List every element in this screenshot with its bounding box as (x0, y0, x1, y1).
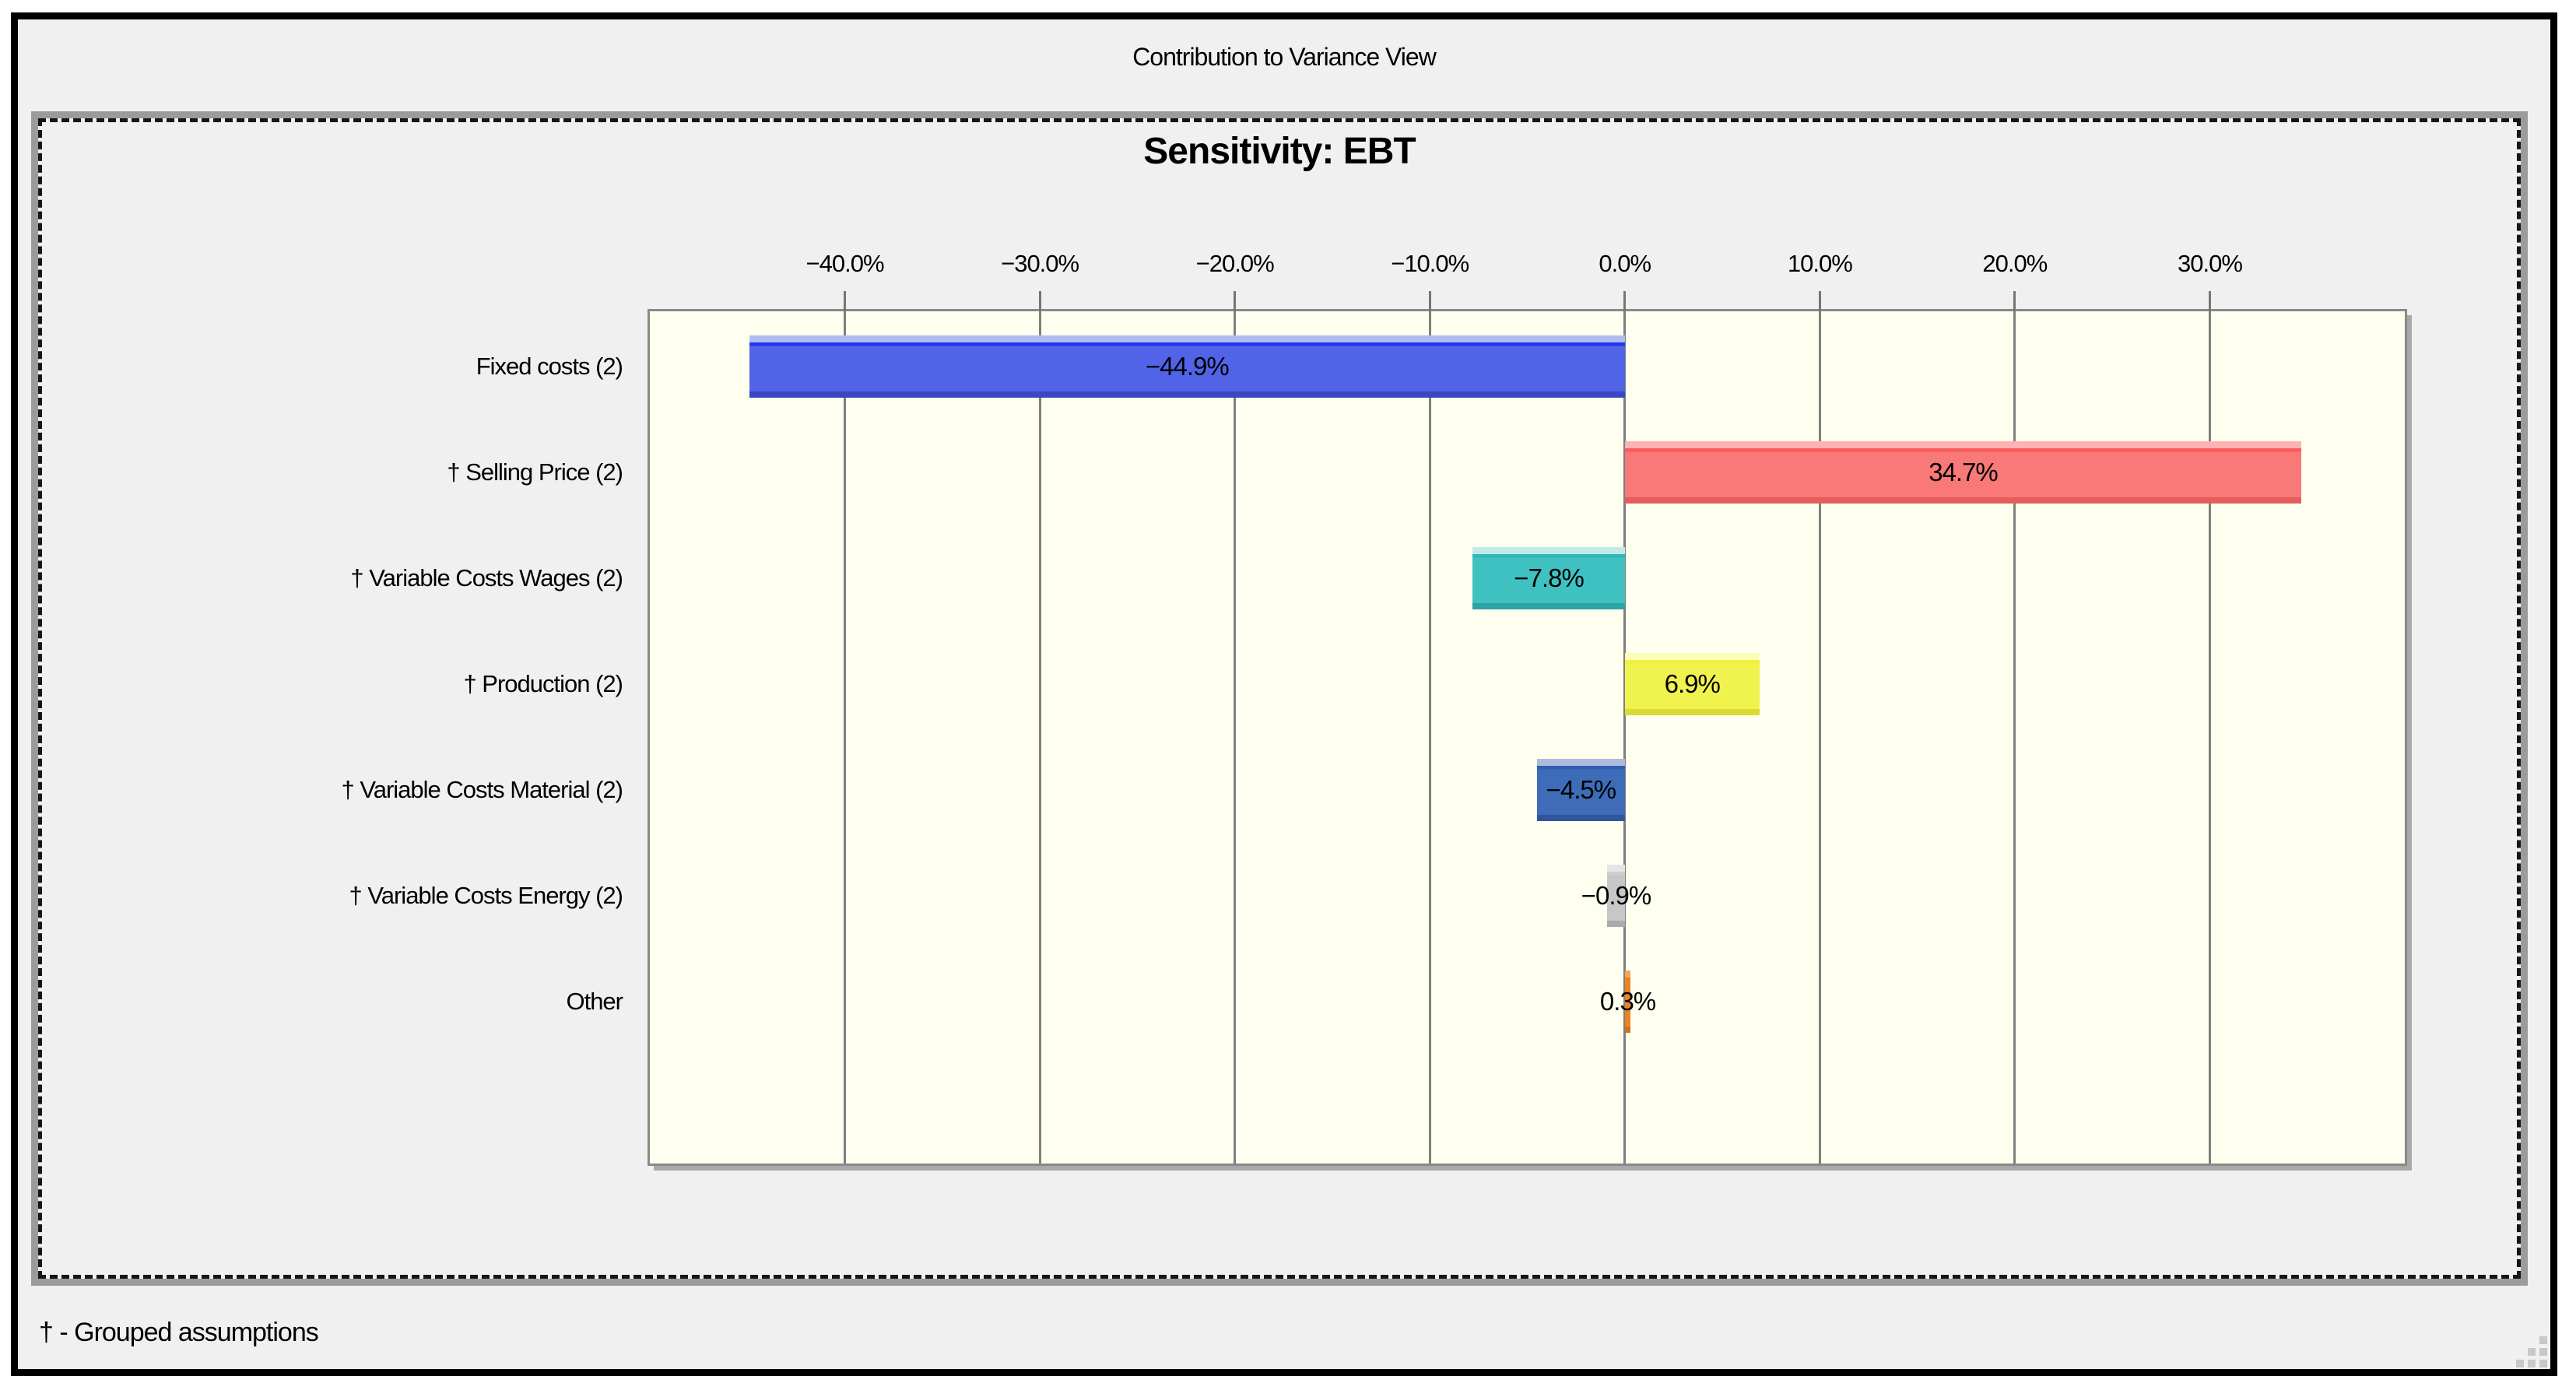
chart-panel-dotted-border (38, 118, 2521, 1279)
chart-canvas: Contribution to Variance View Sensitivit… (18, 19, 2550, 1369)
bar-value-label: −0.9% (1581, 881, 1651, 910)
gridline (1038, 311, 1041, 1164)
x-axis-tick-label: −10.0% (1391, 250, 1469, 277)
grip-dot (2539, 1360, 2547, 1367)
variance-bar[interactable] (1624, 971, 1631, 1033)
x-axis-tick-mark (1428, 291, 1431, 311)
grouped-assumptions-note: † - Grouped assumptions (39, 1318, 319, 1347)
resize-grip[interactable] (2516, 1336, 2547, 1367)
x-axis-tick-label: 10.0% (1787, 250, 1853, 277)
grip-dot (2528, 1360, 2536, 1367)
gridline (1234, 311, 1237, 1164)
variance-bar[interactable] (749, 335, 1625, 398)
window-title: Contribution to Variance View (1132, 43, 1437, 71)
x-axis-tick-mark (1234, 291, 1237, 311)
variance-bar[interactable] (1607, 865, 1625, 927)
chart-title: Sensitivity: EBT (1143, 131, 1416, 172)
bar-value-label: 34.7% (1928, 458, 1999, 486)
category-label: † Production (2) (463, 670, 623, 697)
x-axis-tick-mark (844, 291, 847, 311)
variance-bar[interactable] (1472, 547, 1625, 609)
bar-value-label: −7.8% (1514, 563, 1584, 592)
gridline (1428, 311, 1431, 1164)
grip-dot (2516, 1360, 2524, 1367)
x-axis-tick-label: 30.0% (2177, 250, 2243, 277)
x-axis-tick-mark (1038, 291, 1041, 311)
x-axis-tick-mark (2208, 291, 2211, 311)
bar-value-label: −44.9% (1145, 352, 1230, 381)
x-axis-tick-label: −20.0% (1195, 250, 1275, 277)
category-label: † Selling Price (2) (447, 458, 623, 486)
x-axis-tick-label: 0.0% (1599, 250, 1651, 277)
category-label: † Variable Costs Energy (2) (349, 882, 623, 909)
category-label: Fixed costs (2) (476, 353, 623, 380)
category-label: † Variable Costs Material (2) (341, 776, 623, 803)
x-axis-tick-label: −40.0% (805, 250, 885, 277)
variance-bar[interactable] (1624, 653, 1760, 715)
x-axis-tick-label: −30.0% (1001, 250, 1079, 277)
x-axis-tick-label: 20.0% (1982, 250, 2048, 277)
gridline (2208, 311, 2211, 1164)
x-axis-tick-mark (2013, 291, 2016, 311)
plot-area: −44.9% 34.7% −7.8% 6.9% −4.5% −0.9% 0.3% (648, 309, 2407, 1166)
contribution-to-variance-window: Contribution to Variance View Sensitivit… (11, 12, 2557, 1376)
bar-value-label: 0.3% (1599, 987, 1656, 1016)
grip-dot (2528, 1348, 2536, 1356)
grip-dot (2539, 1336, 2547, 1344)
variance-bar[interactable] (1624, 441, 2302, 504)
category-label: Other (566, 988, 623, 1015)
category-label: † Variable Costs Wages (2) (350, 564, 623, 591)
grip-dot (2539, 1348, 2547, 1356)
gridline (1818, 311, 1821, 1164)
bar-value-label: 6.9% (1664, 669, 1721, 698)
gridline (1623, 311, 1627, 1164)
bar-value-label: −4.5% (1546, 775, 1616, 804)
gridline (2013, 311, 2016, 1164)
variance-bar[interactable] (1537, 759, 1625, 821)
chart-panel (31, 111, 2528, 1286)
x-axis-tick-mark (1623, 291, 1627, 311)
gridline (844, 311, 847, 1164)
x-axis-tick-mark (1818, 291, 1821, 311)
